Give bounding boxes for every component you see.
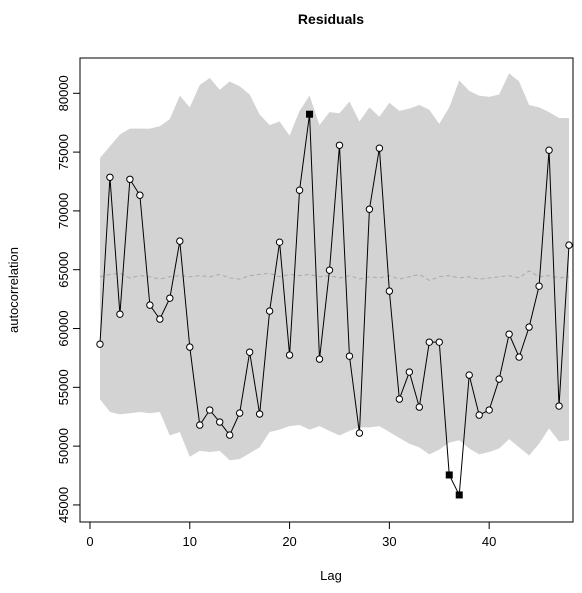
y-tick-label: 80000 <box>56 75 71 111</box>
point <box>555 402 563 410</box>
point <box>405 368 414 376</box>
y-tick-label: 45000 <box>56 487 71 523</box>
point <box>525 323 533 331</box>
point <box>156 315 164 323</box>
point <box>345 352 354 360</box>
point <box>515 353 523 361</box>
point <box>186 343 194 351</box>
point <box>136 191 144 199</box>
x-tick-label: 20 <box>282 534 296 549</box>
point <box>425 338 433 346</box>
point <box>126 175 134 183</box>
envelope-band <box>99 73 570 461</box>
x-tick-label: 30 <box>382 534 396 549</box>
y-tick-label: 55000 <box>56 369 71 405</box>
y-tick-label: 70000 <box>56 193 71 229</box>
envelope-mean <box>99 270 570 281</box>
y-tick-label: 60000 <box>56 310 71 346</box>
x-tick-label: 10 <box>183 534 197 549</box>
point <box>255 410 264 418</box>
point <box>245 348 254 356</box>
point <box>285 351 294 359</box>
point <box>565 241 573 249</box>
highlight-point <box>445 471 453 479</box>
point <box>225 431 234 439</box>
point <box>166 294 174 302</box>
point <box>176 237 184 245</box>
highlight-point <box>455 491 463 499</box>
x-axis-label: Lag <box>320 568 342 583</box>
highlight-point <box>306 110 314 118</box>
point <box>375 144 384 152</box>
point <box>206 406 214 414</box>
point <box>505 330 513 338</box>
point <box>435 338 443 346</box>
point <box>325 266 334 274</box>
point <box>275 238 284 246</box>
residual-line <box>99 114 570 497</box>
point <box>485 406 493 414</box>
y-tick-label: 75000 <box>56 134 71 170</box>
point <box>365 205 374 213</box>
point <box>475 411 483 419</box>
point <box>265 307 274 315</box>
point <box>545 146 553 154</box>
point <box>106 173 114 181</box>
point <box>335 141 344 149</box>
y-axis-label: autocorrelation <box>6 247 21 333</box>
x-tick-label: 40 <box>482 534 496 549</box>
point <box>295 186 304 194</box>
point <box>355 429 364 437</box>
x-tick-label: 0 <box>86 534 93 549</box>
point <box>535 282 543 290</box>
point <box>216 418 224 426</box>
point <box>235 409 244 417</box>
point <box>395 395 404 403</box>
point <box>315 355 324 363</box>
point <box>96 340 104 348</box>
point <box>116 310 124 318</box>
point <box>415 403 424 411</box>
chart-title: Residuals <box>298 11 364 27</box>
y-tick-label: 50000 <box>56 428 71 464</box>
y-tick-label: 65000 <box>56 252 71 288</box>
plot-box <box>79 57 574 523</box>
point <box>196 421 204 429</box>
point <box>146 301 154 309</box>
point <box>465 371 473 379</box>
point <box>385 287 394 295</box>
point <box>495 375 503 383</box>
